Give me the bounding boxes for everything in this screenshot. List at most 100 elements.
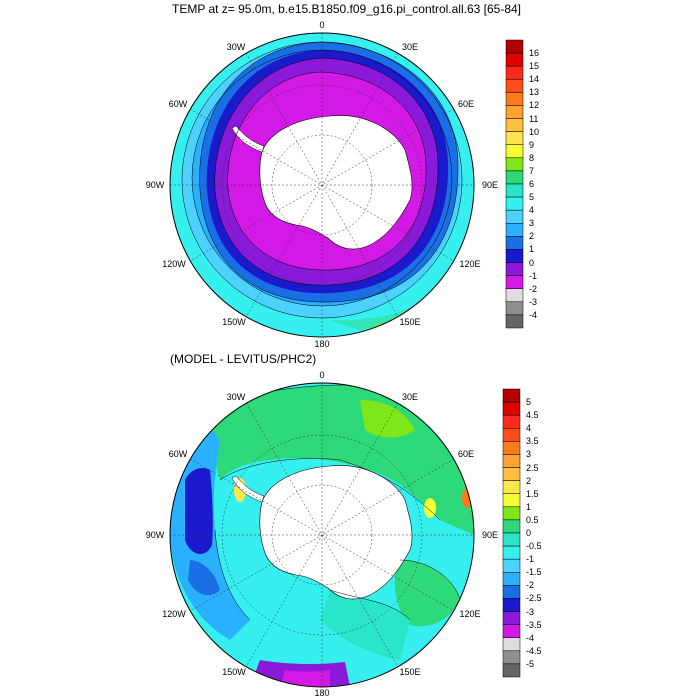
colorbar-swatch [502,650,521,665]
top-lon-label: 120W [162,259,186,269]
bottom-lon-label: 90E [481,530,499,540]
bottom-colorbar [502,388,521,678]
colorbar-swatch [502,428,521,442]
colorbar-swatch [505,79,524,93]
colorbar-tick-label: -3 [526,606,535,617]
bottom-lon-label: 30E [401,392,419,402]
colorbar-tick-label: 2 [526,475,532,486]
colorbar-swatch [505,92,524,106]
colorbar-tick-label: -2 [529,283,538,294]
colorbar-swatch [505,105,524,119]
top-lon-label: 90W [145,180,165,190]
colorbar-tick-label: 3.5 [526,436,539,447]
bottom-lon-label: 0 [319,370,325,380]
colorbar-tick-label: -1.5 [526,567,542,578]
colorbar-tick-label: 4 [526,423,532,434]
colorbar-tick-label: -2.5 [526,593,542,604]
colorbar-tick-label: 4 [529,205,535,216]
bottom-lon-label: 60E [457,449,475,459]
top-lon-label: 180 [314,339,330,349]
colorbar-swatch [505,209,524,224]
colorbar-tick-label: 0 [529,257,535,268]
top-lon-label: 150E [399,317,421,327]
bottom-lon-label: 150W [222,667,246,677]
colorbar-swatch [502,506,521,521]
colorbar-tick-label: -4 [529,309,538,320]
colorbar-tick-label: 6 [529,179,535,189]
colorbar-tick-label: 9 [529,139,535,150]
colorbar-swatch [505,223,524,237]
colorbar-swatch [505,52,524,67]
colorbar-tick-label: -3.5 [526,619,542,630]
colorbar-swatch [505,157,524,172]
colorbar-swatch [505,262,524,276]
colorbar-tick-label: 3 [529,218,535,229]
colorbar-swatch [502,585,521,599]
colorbar-swatch [502,467,521,481]
bottom-panel-title: (MODEL - LEVITUS/PHC2) [170,352,317,366]
colorbar-tick-label: 13 [529,87,540,98]
colorbar-swatch [502,572,521,586]
top-lon-label: 60E [457,99,475,109]
colorbar-swatch [502,663,521,678]
colorbar-tick-label: -0.5 [526,541,542,552]
colorbar-tick-label: 5 [529,192,535,203]
colorbar-tick-label: 0.5 [526,514,539,525]
colorbar-swatch [502,532,521,547]
bottom-lon-label: 30W [226,392,246,402]
colorbar-swatch [505,288,524,303]
colorbar-tick-label: -3 [529,296,538,307]
colorbar-swatch [502,493,521,508]
colorbar-swatch [502,441,521,455]
colorbar-tick-label: 15 [529,61,540,72]
colorbar-swatch [502,480,521,494]
colorbar-tick-label: 12 [529,100,540,111]
colorbar-swatch [505,183,524,198]
colorbar-swatch [502,519,521,534]
colorbar-tick-label: 16 [529,48,540,59]
colorbar-tick-label: 1 [526,501,532,512]
colorbar-swatch [502,401,521,416]
colorbar-swatch [502,454,521,468]
colorbar-swatch [505,144,524,159]
colorbar-swatch [502,624,521,638]
colorbar-tick-label: -1 [526,554,535,565]
colorbar-tick-label: 11 [529,113,539,124]
top-lon-label: 120E [459,259,481,269]
colorbar-tick-label: -5 [526,658,535,669]
colorbar-tick-label: 10 [529,126,540,137]
colorbar-swatch [502,388,521,403]
colorbar-swatch [505,249,524,263]
bottom-map [170,383,474,687]
bottom-lon-label: 180 [314,688,330,698]
bottom-lon-label: 120W [162,609,186,619]
top-map-border [169,32,475,338]
top-lon-label: 150W [222,317,246,327]
colorbar-swatch [502,637,521,652]
colorbar-swatch [505,275,524,289]
bottom-lon-label: 60W [168,449,188,459]
colorbar-swatch [502,611,521,625]
colorbar-tick-label: -4 [526,632,535,643]
colorbar-tick-label: 3 [526,449,532,460]
bottom-lon-label: 90W [145,530,165,540]
colorbar-tick-label: 14 [529,74,540,85]
top-lon-label: 30E [401,42,419,52]
colorbar-swatch [505,196,524,211]
colorbar-swatch [502,414,521,429]
colorbar-swatch [502,545,521,560]
bottom-lon-label: 150E [399,667,421,677]
top-panel-title: TEMP at z= 95.0m, b.e15.B1850.f09_g16.pi… [172,2,522,16]
colorbar-swatch [505,236,524,250]
colorbar-tick-label: 8 [529,152,535,163]
colorbar-tick-label: 7 [529,165,535,176]
colorbar-tick-label: 2 [529,231,535,242]
colorbar-swatch [505,314,524,329]
colorbar-tick-label: -1 [529,270,538,281]
top-colorbar [505,39,524,329]
colorbar-tick-label: 2.5 [526,462,539,473]
colorbar-swatch [502,598,521,612]
colorbar-tick-label: 4.5 [526,410,539,421]
colorbar-tick-label: 1 [529,244,535,255]
